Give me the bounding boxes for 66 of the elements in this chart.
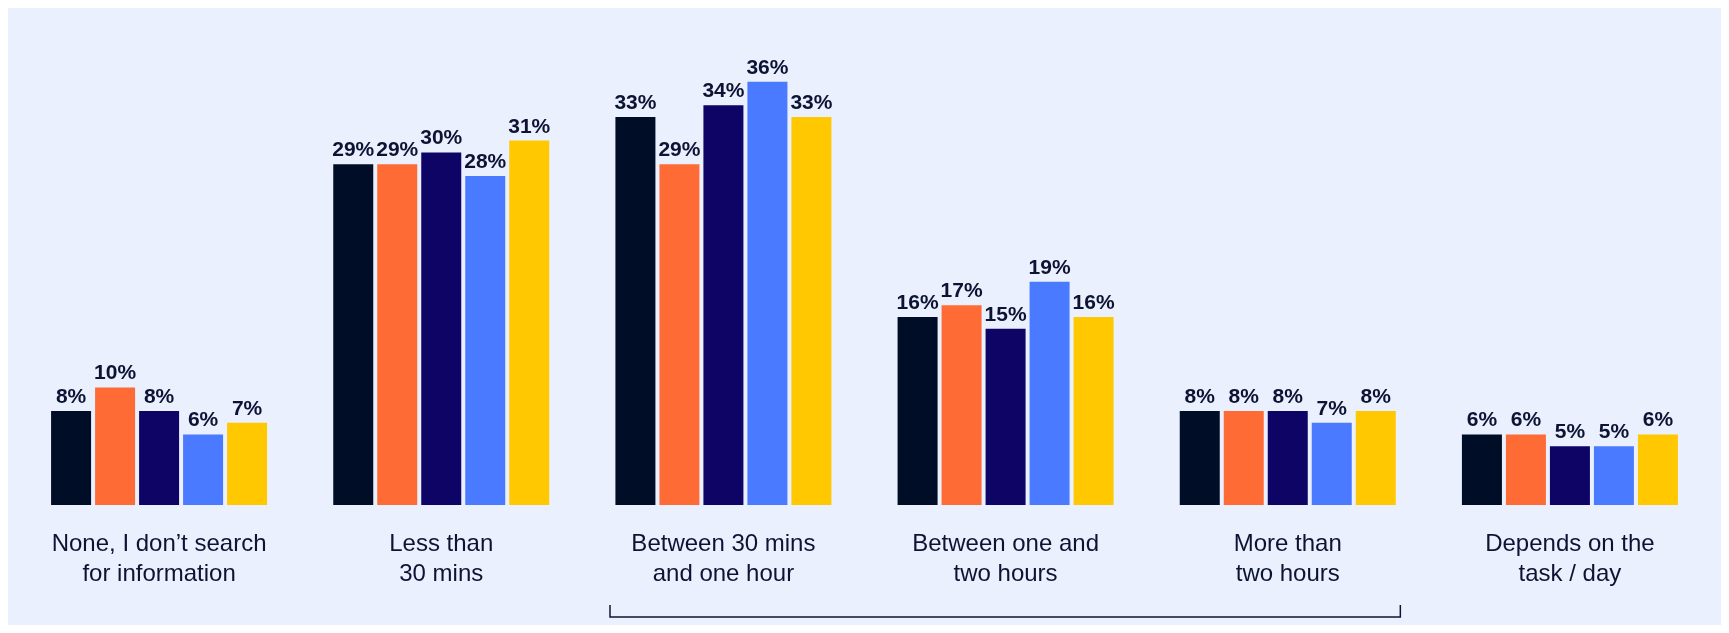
- data-label: 16%: [1072, 289, 1115, 313]
- data-label: 34%: [702, 78, 745, 102]
- bar: [791, 117, 832, 505]
- data-label: 8%: [1228, 383, 1260, 407]
- data-label: 30%: [420, 125, 463, 149]
- bar: [1549, 446, 1590, 505]
- data-label: 8%: [1360, 383, 1392, 407]
- bar: [509, 140, 550, 505]
- data-label: 8%: [55, 383, 87, 407]
- data-label: 36%: [746, 54, 789, 78]
- data-label: 6%: [1510, 407, 1542, 431]
- bar: [95, 387, 136, 505]
- data-label: 33%: [614, 90, 657, 114]
- data-label: 6%: [187, 407, 219, 431]
- data-label: 6%: [1642, 407, 1674, 431]
- bar: [139, 410, 180, 505]
- bar: [1593, 446, 1634, 505]
- bar: [183, 434, 224, 505]
- data-label: 29%: [658, 137, 701, 161]
- bar: [51, 410, 92, 505]
- data-label: 29%: [376, 137, 419, 161]
- data-label: 31%: [508, 113, 551, 137]
- x-tick-label: Less than 30 mins: [389, 528, 494, 586]
- bar: [1637, 434, 1678, 505]
- data-label: 6%: [1466, 407, 1498, 431]
- bar: [897, 316, 938, 505]
- data-label: 28%: [464, 148, 507, 172]
- bar: [615, 117, 656, 505]
- bar: [659, 164, 700, 505]
- bar: [1311, 422, 1352, 505]
- data-label: 29%: [332, 137, 375, 161]
- bar: [703, 105, 744, 505]
- bar: [747, 81, 788, 505]
- data-label: 16%: [896, 289, 939, 313]
- data-label: 15%: [984, 301, 1027, 325]
- data-label: 7%: [1316, 395, 1348, 419]
- bar: [1029, 281, 1070, 505]
- data-label: 17%: [940, 278, 983, 302]
- x-tick-label: More than two hours: [1233, 528, 1342, 586]
- bar: [985, 328, 1026, 505]
- bar: [227, 422, 268, 505]
- data-label: 19%: [1028, 254, 1071, 278]
- bar: [1505, 434, 1546, 505]
- x-tick-label: Between one and two hours: [912, 528, 1099, 586]
- bar: [1223, 410, 1264, 505]
- bar: [1179, 410, 1220, 505]
- bar: [1355, 410, 1396, 505]
- bar: [377, 164, 418, 505]
- bar: [941, 305, 982, 505]
- x-tick-label: Depends on the task / day: [1485, 528, 1655, 586]
- bar: [1461, 434, 1502, 505]
- bar: [421, 152, 462, 505]
- data-label: 7%: [231, 395, 263, 419]
- data-label: 10%: [94, 360, 137, 384]
- bar: [1073, 316, 1114, 505]
- data-label: 5%: [1598, 419, 1630, 443]
- x-tick-label: None, I don’t search for information: [51, 528, 267, 586]
- bar: [465, 175, 506, 505]
- data-label: 5%: [1554, 419, 1586, 443]
- data-label: 8%: [143, 383, 175, 407]
- data-label: 8%: [1184, 383, 1216, 407]
- data-label: 33%: [790, 90, 833, 114]
- x-tick-label: Between 30 mins and one hour: [631, 528, 816, 586]
- data-label: 8%: [1272, 383, 1304, 407]
- bar: [333, 164, 374, 505]
- bar: [1267, 410, 1308, 505]
